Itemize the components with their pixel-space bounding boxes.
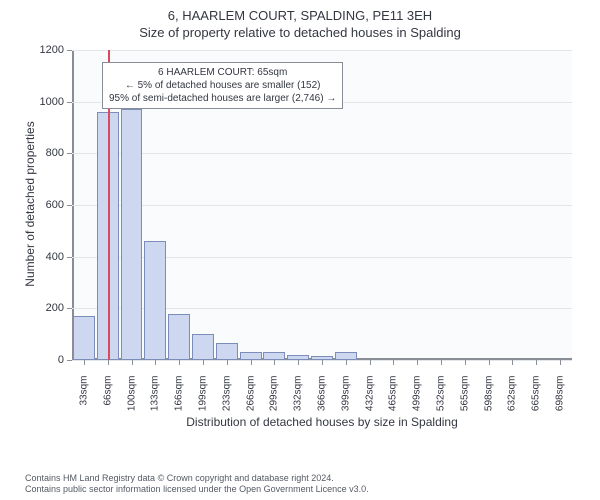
xtick-label: 299sqm	[269, 376, 280, 416]
ytick-mark	[67, 205, 72, 206]
xtick-mark	[108, 360, 109, 365]
ytick-mark	[67, 308, 72, 309]
xtick-mark	[298, 360, 299, 365]
ytick-mark	[67, 50, 72, 51]
ytick-label: 1200	[24, 44, 64, 56]
footer-line2: Contains public sector information licen…	[25, 484, 369, 496]
xtick-mark	[489, 360, 490, 365]
xtick-label: 465sqm	[388, 376, 399, 416]
annotation-line3: 95% of semi-detached houses are larger (…	[109, 92, 336, 105]
xtick-mark	[84, 360, 85, 365]
xtick-label: 366sqm	[317, 376, 328, 416]
histogram-bar	[240, 352, 262, 360]
xtick-mark	[203, 360, 204, 365]
histogram-bar	[168, 314, 190, 361]
histogram-bar	[216, 343, 238, 360]
ytick-mark	[67, 102, 72, 103]
chart-title-address: 6, HAARLEM COURT, SPALDING, PE11 3EH	[0, 0, 600, 23]
xtick-label: 565sqm	[459, 376, 470, 416]
xtick-label: 432sqm	[364, 376, 375, 416]
xtick-label: 532sqm	[436, 376, 447, 416]
xtick-label: 332sqm	[293, 376, 304, 416]
xtick-mark	[322, 360, 323, 365]
xtick-mark	[251, 360, 252, 365]
histogram-bar	[263, 352, 285, 360]
xtick-mark	[274, 360, 275, 365]
xtick-mark	[179, 360, 180, 365]
chart-title-subtitle: Size of property relative to detached ho…	[0, 23, 600, 40]
xtick-label: 698sqm	[555, 376, 566, 416]
xtick-label: 100sqm	[126, 376, 137, 416]
xtick-mark	[346, 360, 347, 365]
ytick-mark	[67, 153, 72, 154]
ytick-label: 200	[24, 302, 64, 314]
xtick-mark	[370, 360, 371, 365]
ytick-mark	[67, 257, 72, 258]
xtick-mark	[465, 360, 466, 365]
xtick-mark	[417, 360, 418, 365]
xtick-label: 233sqm	[221, 376, 232, 416]
xtick-label: 632sqm	[507, 376, 518, 416]
annotation-box: 6 HAARLEM COURT: 65sqm ← 5% of detached …	[102, 62, 343, 109]
xtick-mark	[132, 360, 133, 365]
annotation-line1: 6 HAARLEM COURT: 65sqm	[109, 66, 336, 79]
xtick-mark	[536, 360, 537, 365]
gridline	[72, 205, 572, 206]
chart-container: { "titles": { "line1": "6, HAARLEM COURT…	[0, 0, 600, 500]
histogram-bar	[335, 352, 357, 360]
x-axis-label: Distribution of detached houses by size …	[72, 415, 572, 429]
ytick-label: 800	[24, 147, 64, 159]
xtick-label: 33sqm	[78, 376, 89, 416]
xtick-label: 665sqm	[531, 376, 542, 416]
ytick-label: 0	[24, 354, 64, 366]
xtick-mark	[155, 360, 156, 365]
xtick-label: 499sqm	[412, 376, 423, 416]
xtick-mark	[441, 360, 442, 365]
ytick-mark	[67, 360, 72, 361]
footer-line1: Contains HM Land Registry data © Crown c…	[25, 473, 369, 485]
gridline	[72, 153, 572, 154]
xtick-mark	[393, 360, 394, 365]
xtick-label: 66sqm	[102, 376, 113, 416]
xtick-label: 166sqm	[174, 376, 185, 416]
xtick-label: 133sqm	[150, 376, 161, 416]
ytick-label: 400	[24, 251, 64, 263]
xtick-mark	[512, 360, 513, 365]
footer: Contains HM Land Registry data © Crown c…	[25, 473, 369, 496]
annotation-line2: ← 5% of detached houses are smaller (152…	[109, 79, 336, 92]
ytick-label: 1000	[24, 96, 64, 108]
xtick-mark	[227, 360, 228, 365]
gridline	[72, 50, 572, 51]
xtick-label: 199sqm	[197, 376, 208, 416]
xtick-label: 399sqm	[340, 376, 351, 416]
ytick-label: 600	[24, 199, 64, 211]
histogram-bar	[73, 316, 95, 360]
xtick-label: 266sqm	[245, 376, 256, 416]
histogram-bar	[192, 334, 214, 360]
histogram-bar	[121, 109, 143, 360]
histogram-bar	[144, 241, 166, 360]
xtick-mark	[560, 360, 561, 365]
xtick-label: 598sqm	[483, 376, 494, 416]
